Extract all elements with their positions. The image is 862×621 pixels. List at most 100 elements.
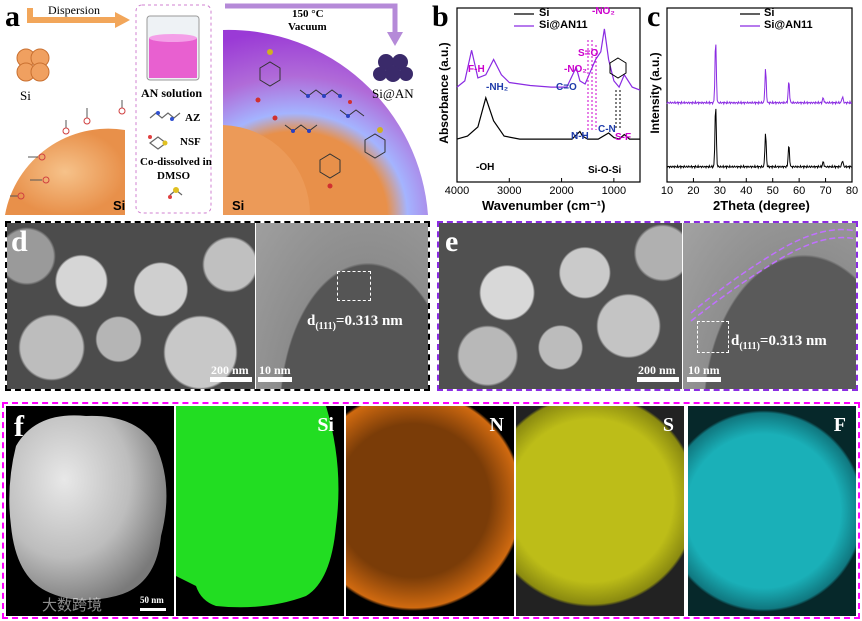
product-label: Si@AN [372, 86, 414, 101]
haadf-particle [9, 415, 167, 600]
ftir-series-1 [456, 28, 641, 91]
sem-scalebar-e [637, 377, 679, 382]
annot-so: S=O [578, 48, 599, 59]
panel-a: a [0, 0, 430, 218]
ftir-xlabel: Wavenumber (cm⁻¹) [482, 198, 606, 213]
sem-scale-text-d: 200 nm [211, 363, 249, 377]
haadf-image: f 50 nm 大数跨境 [6, 406, 174, 616]
eds-label-n: N [489, 414, 504, 436]
ftir-guide-lines [587, 40, 597, 130]
xrd-tick-label: 20 [687, 185, 699, 197]
tem-image-sian [683, 223, 856, 389]
ftir-tick-label: 2000 [549, 185, 573, 197]
xrd-xlabel: 2Theta (degree) [713, 198, 810, 213]
eds-map-si: Si [176, 406, 344, 616]
tem-scalebar-e [687, 377, 721, 382]
ftir-tick-label: 1000 [602, 185, 626, 197]
codissolved-label-2: DMSO [157, 170, 190, 182]
lattice-e-sub: (111) [739, 341, 760, 352]
ftir-legend-sian: Si@AN11 [539, 19, 588, 31]
eds-map-n: N [346, 406, 514, 616]
eds-label-f: F [833, 414, 846, 436]
watermark: 大数跨境 [42, 596, 103, 614]
ftir-tick-label: 4000 [445, 185, 469, 197]
panel-d-label: d [11, 225, 28, 258]
xrd-tick-label: 60 [793, 185, 805, 197]
panel-e-label: e [445, 225, 459, 258]
benzene-icon [609, 57, 627, 79]
ftir-chart: 4000 3000 2000 1000 [445, 7, 641, 197]
panel-b-label: b [432, 0, 449, 33]
annot-cn: C-N [598, 124, 616, 135]
lattice-d-sub: (111) [315, 321, 336, 332]
annot-oh: -OH [476, 162, 495, 173]
tem-roi-box [337, 271, 371, 301]
dispersion-label: Dispersion [48, 3, 100, 17]
xrd-plot-frame [666, 7, 853, 183]
panel-a-label: a [5, 0, 20, 33]
tem-scale-text-e: 10 nm [688, 363, 720, 377]
eds-label-s: S [662, 414, 674, 436]
xrd-series-1 [666, 44, 853, 106]
codissolved-label-1: Co-dissolved in [140, 156, 212, 168]
eds-scale-text: 50 nm [140, 595, 164, 605]
coating-layer-outline [690, 228, 856, 322]
sem-image-si [7, 223, 255, 389]
tem-scalebar-d [258, 377, 292, 382]
eds-map-f: F [688, 406, 856, 616]
nsf-label: NSF [180, 136, 201, 148]
xrd-tick-label: 30 [714, 185, 726, 197]
panel-b: b 4000 3000 2000 1000 Si Si@AN11 Absorbance… [430, 0, 645, 218]
annot-nh2: -NH₂ [486, 82, 509, 93]
ftir-legend-si: Si [539, 7, 550, 19]
lattice-e-main: d [731, 333, 740, 349]
xrd-tick-label: 10 [661, 185, 673, 197]
panel-a-schematic [5, 3, 428, 215]
lattice-label-e: d(111)=0.313 nm [731, 333, 827, 352]
xrd-tick-label: 40 [740, 185, 752, 197]
annot-nh: N-H [571, 131, 589, 142]
xrd-tick-label: 70 [819, 185, 831, 197]
annot-sf: S-F [615, 132, 632, 143]
ftir-ylabel: Absorbance (a.u.) [437, 42, 451, 144]
xrd-tick-label: 50 [767, 185, 779, 197]
lattice-d-value: =0.313 nm [335, 313, 403, 329]
tem-scale-text-d: 10 nm [259, 363, 291, 377]
panel-f [2, 402, 860, 619]
annot-fh: F-H [468, 64, 485, 75]
lattice-label-d: d(111)=0.313 nm [307, 313, 403, 332]
eds-scalebar [140, 608, 166, 611]
ftir-plot-frame [456, 7, 641, 183]
tem-image-si [256, 223, 428, 389]
panel-c: c 10 20 30 40 50 60 70 80 Si Si@AN11 Intensity … [645, 0, 862, 218]
panel-f-label: f [14, 410, 24, 443]
sem-image-sian [439, 223, 682, 389]
xrd-tick-label: 80 [846, 185, 858, 197]
xrd-chart: 10 20 30 40 50 60 70 80 [661, 7, 858, 197]
annot-no2a: -NO₂ [564, 64, 587, 75]
annot-no2b: -NO₂ [592, 6, 615, 17]
temperature-label: 150 °C [292, 8, 324, 20]
xrd-legend-sian: Si@AN11 [764, 19, 813, 31]
si-particle-label: Si [20, 88, 31, 103]
annot-siosi: Si-O-Si [588, 165, 622, 176]
vacuum-label: Vacuum [288, 21, 327, 33]
tem-roi-box-e [697, 321, 729, 353]
si-core-label-right: Si [232, 198, 245, 213]
panel-e: d(111)=0.313 nm 200 nm 10 nm e [437, 221, 858, 391]
si-core-label-left: Si [113, 198, 126, 213]
ftir-tick-label: 3000 [497, 185, 521, 197]
eds-map-s: S [516, 406, 684, 616]
lattice-e-value: =0.313 nm [759, 333, 827, 349]
eds-label-si: Si [317, 414, 334, 436]
az-label: AZ [185, 112, 201, 124]
panel-d: d(111)=0.313 nm 200 nm 10 nm d [5, 221, 430, 391]
panel-c-label: c [647, 0, 661, 33]
sem-scalebar-d [210, 377, 252, 382]
sem-scale-text-e: 200 nm [638, 363, 676, 377]
an-solution-label: AN solution [141, 86, 203, 100]
lattice-d-main: d [307, 313, 316, 329]
xrd-legend-si: Si [764, 7, 775, 19]
ftir-series-0 [456, 95, 640, 140]
xrd-series-0 [666, 108, 853, 170]
